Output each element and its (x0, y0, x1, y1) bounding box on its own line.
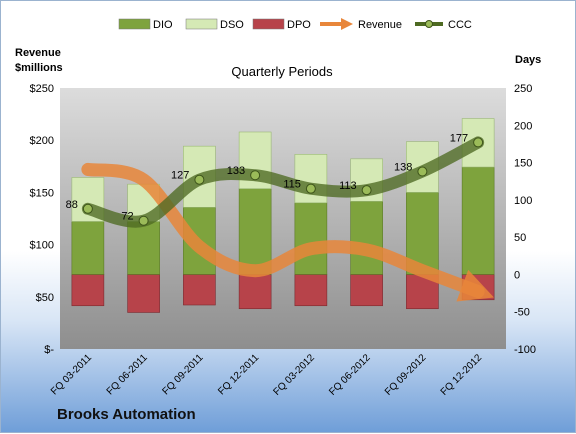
left-axis-title: Revenue (15, 47, 61, 59)
dpo-bar (294, 274, 328, 307)
x-tick-label: FQ 12-2011 (216, 352, 261, 397)
ccc-point (250, 170, 261, 181)
ccc-data-label: 72 (121, 211, 133, 223)
legend-swatch-dso (185, 18, 218, 30)
legend-label-dso: DSO (220, 19, 244, 31)
dpo-bar (238, 274, 272, 310)
left-tick-label: $50 (36, 292, 54, 304)
left-tick-label: $200 (30, 135, 54, 147)
chart-title: Quarterly Periods (231, 64, 333, 79)
left-tick-label: $- (44, 344, 54, 356)
legend-swatch-dio (118, 18, 151, 30)
legend-marker-ccc (425, 20, 433, 28)
dio-bar (461, 166, 495, 275)
ccc-point (138, 215, 149, 226)
dio-bar (350, 201, 383, 275)
legend-label-ccc: CCC (448, 19, 472, 31)
x-tick-label: FQ 12-2012 (439, 352, 485, 398)
company-name: Brooks Automation (57, 406, 196, 423)
right-tick-label: 100 (514, 195, 532, 207)
x-tick-label: FQ 09-2011 (161, 352, 206, 397)
dpo-bar (183, 274, 216, 306)
right-tick-label: -50 (514, 307, 530, 319)
ccc-data-label: 133 (227, 165, 245, 177)
dio-bar (127, 221, 160, 275)
right-tick-label: 250 (514, 83, 532, 95)
right-tick-label: 150 (514, 158, 532, 170)
x-tick-label: FQ 06-2012 (327, 352, 373, 398)
x-tick-label: FQ 06-2011 (105, 352, 150, 397)
x-tick-label: FQ 03-2011 (49, 352, 94, 397)
legend-label-revenue: Revenue (358, 19, 402, 31)
ccc-point (82, 203, 93, 214)
right-tick-label: 200 (514, 120, 532, 132)
revenue-trend-arrow (81, 162, 494, 302)
ccc-point (305, 183, 316, 194)
ccc-line (81, 136, 485, 228)
left-tick-label: $100 (30, 240, 54, 252)
left-axis-subtitle: $millions (15, 62, 63, 74)
legend-swatch-dpo (252, 18, 285, 30)
right-tick-label: 50 (514, 232, 526, 244)
right-axis-title: Days (515, 54, 541, 66)
dpo-bar (71, 274, 105, 307)
left-tick-label: $150 (30, 187, 54, 199)
ccc-point (417, 166, 428, 177)
legend-label-dio: DIO (153, 19, 173, 31)
dio-bar (294, 202, 328, 275)
x-tick-label: FQ 09-2012 (383, 352, 429, 398)
ccc-data-label: 88 (66, 199, 78, 211)
right-tick-label: -100 (514, 344, 536, 356)
ccc-point (473, 137, 484, 148)
ccc-data-label: 138 (394, 162, 412, 174)
dpo-bar (350, 274, 383, 307)
ccc-point (194, 174, 205, 185)
dio-bar (238, 188, 272, 275)
dpo-bar (127, 274, 160, 313)
ccc-data-label: 177 (450, 132, 468, 144)
legend-label-dpo: DPO (287, 19, 311, 31)
right-tick-label: 0 (514, 269, 520, 281)
ccc-data-label: 113 (339, 180, 357, 192)
x-tick-label: FQ 03-2012 (271, 352, 317, 398)
dio-bar (71, 221, 105, 275)
ccc-data-label: 115 (283, 179, 301, 191)
ccc-point (361, 185, 372, 196)
left-tick-label: $250 (30, 83, 54, 95)
ccc-data-label: 127 (171, 170, 189, 182)
